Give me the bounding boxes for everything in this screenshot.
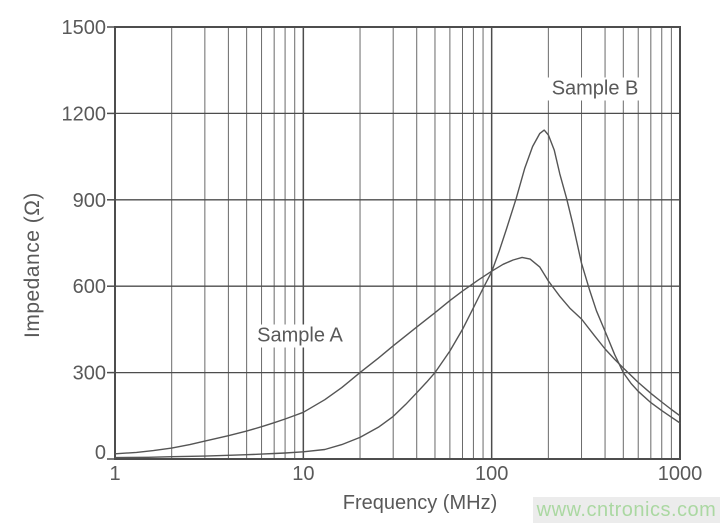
curve-label-sample-a: Sample A xyxy=(252,324,348,348)
x-tick-label: 1 xyxy=(109,463,120,485)
watermark: www.cntronics.com xyxy=(533,497,720,523)
y-tick-label: 1200 xyxy=(62,103,107,125)
y-tick-label: 300 xyxy=(73,363,106,385)
y-axis-title: Impedance (Ω) xyxy=(21,192,44,338)
curve-sample-a xyxy=(114,256,681,455)
x-tick-label: 1000 xyxy=(658,463,703,485)
x-tick-label: 100 xyxy=(475,463,508,485)
y-tick-label: 1500 xyxy=(62,17,107,39)
y-tick-label: 0 xyxy=(95,442,106,464)
y-tick-label: 600 xyxy=(73,276,106,298)
curve-label-sample-b: Sample B xyxy=(546,77,644,101)
x-axis-title: Frequency (MHz) xyxy=(342,492,498,514)
y-tick-label: 900 xyxy=(73,190,106,212)
curve-sample-b xyxy=(114,129,681,459)
x-tick-label: 10 xyxy=(292,463,314,485)
plot-frame xyxy=(114,26,681,460)
